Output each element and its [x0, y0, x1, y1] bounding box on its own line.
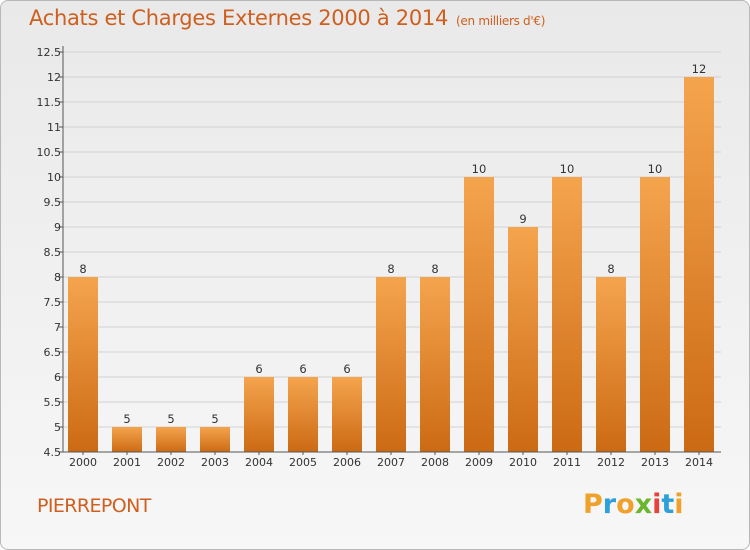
data-label: 10	[472, 162, 487, 176]
logo-letter: P	[583, 489, 603, 520]
bar-2010	[508, 227, 538, 452]
y-tick-label: 11.5	[37, 96, 62, 109]
proxiti-logo: Proxiti	[583, 489, 684, 520]
x-tick-label: 2010	[509, 456, 537, 469]
logo-letter: i	[674, 489, 684, 520]
data-label: 9	[519, 212, 526, 226]
x-tick-label: 2007	[377, 456, 405, 469]
y-tick-label: 8	[54, 271, 61, 284]
data-label: 6	[299, 362, 306, 376]
y-tick-label: 4.5	[44, 446, 62, 459]
y-tick-label: 12.5	[37, 46, 62, 59]
y-axis: 4.5 5 5.5 6 6.5 7 7.5 8 8.5 9 9.5 10 10.5 11 11.5 12 12.…	[37, 46, 64, 459]
data-label: 8	[431, 262, 438, 276]
x-axis: 2000 2001 2002 2003 2004 2005 2006 2007 2008 2009…	[63, 451, 721, 469]
x-tick-label: 2003	[201, 456, 229, 469]
x-tick-label: 2000	[69, 456, 97, 469]
x-tick-label: 2005	[289, 456, 317, 469]
y-tick-label: 9	[54, 221, 61, 234]
x-tick-label: 2001	[113, 456, 141, 469]
x-tick-label: 2013	[641, 456, 669, 469]
data-labels: 8 5 5 5 6 6 6 8 8 10 9 10 8 10 12	[79, 62, 706, 426]
logo-letter: o	[616, 489, 635, 520]
x-tick-label: 2004	[245, 456, 273, 469]
bar-2003	[200, 427, 230, 452]
y-tick-label: 6.5	[44, 346, 62, 359]
data-label: 8	[607, 262, 614, 276]
y-tick-label: 10	[47, 171, 61, 184]
bar-2013	[640, 177, 670, 452]
data-label: 5	[123, 412, 130, 426]
bar-2007	[376, 277, 406, 452]
chart-title-text: Achats et Charges Externes 2000 à 2014	[29, 6, 449, 30]
bar-2012	[596, 277, 626, 452]
bar-2001	[112, 427, 142, 452]
chart-title: Achats et Charges Externes 2000 à 2014 (e…	[29, 6, 545, 30]
commune-name: PIERREPONT	[37, 495, 151, 517]
bar-2004	[244, 377, 274, 452]
y-tick-label: 7	[54, 321, 61, 334]
data-label: 10	[560, 162, 575, 176]
data-label: 10	[648, 162, 663, 176]
logo-letter: x	[634, 489, 653, 520]
logo-letter: r	[602, 489, 617, 520]
bar-2011	[552, 177, 582, 452]
y-tick-label: 8.5	[44, 246, 62, 259]
x-tick-label: 2012	[597, 456, 625, 469]
x-tick-label: 2008	[421, 456, 449, 469]
y-tick-label: 10.5	[37, 146, 62, 159]
y-tick-label: 5	[54, 421, 61, 434]
bar-2000	[68, 277, 98, 452]
data-label: 8	[79, 262, 86, 276]
data-label: 6	[255, 362, 262, 376]
x-tick-label: 2009	[465, 456, 493, 469]
x-tick-label: 2002	[157, 456, 185, 469]
bar-2005	[288, 377, 318, 452]
data-label: 5	[167, 412, 174, 426]
logo-letter: t	[661, 489, 675, 520]
bars	[68, 77, 714, 452]
y-tick-label: 5.5	[44, 396, 62, 409]
data-label: 8	[387, 262, 394, 276]
data-label: 12	[692, 62, 707, 76]
bar-2014	[684, 77, 714, 452]
bar-2008	[420, 277, 450, 452]
y-tick-label: 7.5	[44, 296, 62, 309]
bar-2009	[464, 177, 494, 452]
x-tick-label: 2011	[553, 456, 581, 469]
y-tick-label: 6	[54, 371, 61, 384]
bar-2006	[332, 377, 362, 452]
x-tick-label: 2014	[685, 456, 713, 469]
bar-2002	[156, 427, 186, 452]
y-tick-label: 11	[47, 121, 61, 134]
y-tick-label: 9.5	[44, 196, 62, 209]
logo-letter: i	[652, 489, 662, 520]
data-label: 6	[343, 362, 350, 376]
data-label: 5	[211, 412, 218, 426]
y-tick-label: 12	[47, 71, 61, 84]
chart-unit: (en milliers d'€)	[456, 14, 546, 28]
x-tick-label: 2006	[333, 456, 361, 469]
